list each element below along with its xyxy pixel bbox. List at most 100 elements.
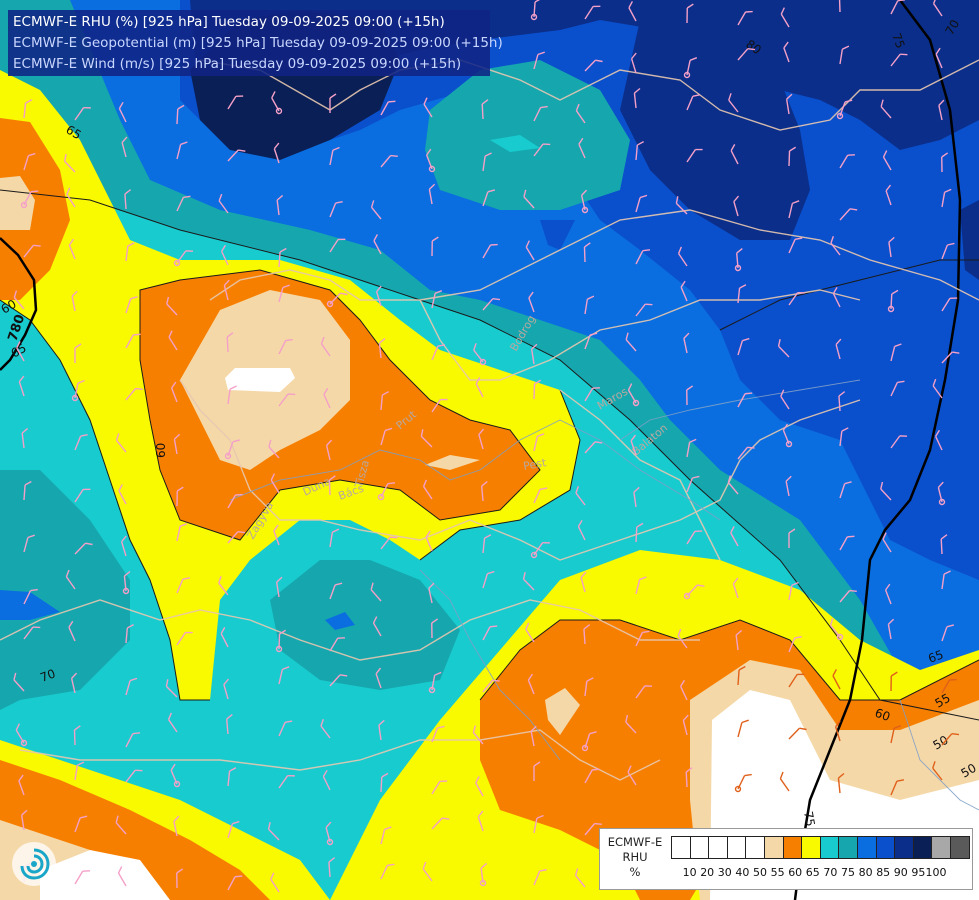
wind-barb (71, 379, 85, 402)
wind-barb (733, 195, 740, 217)
wind-barb (686, 385, 694, 406)
place-label: Pest (522, 456, 548, 473)
wind-barb (533, 868, 547, 886)
wind-barb (890, 725, 902, 744)
wind-barb (320, 718, 331, 739)
wind-barb (583, 624, 591, 645)
wind-barb (273, 142, 280, 164)
wind-barb (533, 814, 544, 834)
wind-barb (880, 99, 892, 119)
wind-barb (431, 780, 448, 795)
wind-barb (584, 822, 602, 836)
wind-barb (227, 767, 237, 787)
wind-barb (173, 815, 180, 837)
wind-barb (380, 390, 389, 411)
wind-barb (890, 53, 908, 67)
wind-barb (625, 332, 637, 352)
wind-barb (533, 761, 541, 781)
wind-barb (482, 534, 492, 554)
wind-barb (125, 677, 138, 696)
wind-barb (23, 480, 32, 501)
country-borders (0, 59, 979, 781)
wind-barb (431, 236, 439, 257)
wind-barb (166, 296, 178, 316)
wind-barb (887, 618, 895, 640)
wind-barb (472, 725, 484, 745)
wind-barb (475, 776, 484, 797)
wind-barb (581, 731, 597, 752)
wind-barb (635, 522, 644, 543)
wind-barb (275, 629, 287, 653)
wind-barb (278, 393, 296, 407)
wind-barb (329, 528, 340, 548)
legend-swatch (912, 836, 933, 859)
wind-barb (890, 380, 905, 397)
wind-barb (835, 338, 842, 360)
wind-barb (788, 292, 805, 306)
wind-barb (633, 87, 641, 109)
geopotential-contour-780 (793, 0, 962, 900)
wind-barb (176, 868, 184, 889)
wind-barb (730, 144, 739, 165)
wind-barb (578, 137, 586, 159)
wind-barb (732, 577, 739, 599)
wind-barb (420, 429, 433, 448)
wind-barb (482, 189, 496, 207)
wind-barb (380, 100, 396, 116)
contour-label: 65 (926, 647, 945, 665)
band-50-central (225, 368, 295, 392)
wind-barb (777, 339, 790, 358)
wind-barb (276, 194, 284, 216)
wind-barb (635, 194, 648, 213)
wind-barb (788, 528, 796, 548)
wind-barb (836, 99, 853, 120)
title-box: ECMWF-E RHU (%) [925 hPa] Tuesday 09-09-… (8, 10, 503, 76)
wind-barb (18, 375, 25, 397)
wind-barb (125, 242, 135, 262)
wind-barb (431, 725, 445, 743)
wind-barb (625, 714, 637, 734)
wind-barb (66, 187, 76, 208)
wind-barb (23, 152, 36, 171)
legend-tick: 80 (858, 866, 873, 879)
wind-barb (885, 184, 892, 206)
wind-barb (522, 572, 535, 591)
wind-barb (633, 486, 640, 508)
wind-barb (530, 0, 542, 21)
wind-barb (121, 136, 128, 158)
wind-barb (890, 779, 905, 796)
contour-label: 70 (942, 17, 962, 37)
wind-barb (783, 41, 790, 63)
wind-barb (583, 242, 591, 263)
wind-barb (227, 493, 243, 509)
contour-label: 50 (959, 761, 979, 781)
legend-unit: % (629, 865, 641, 879)
wind-barb (882, 532, 892, 553)
wind-barb (935, 429, 943, 451)
wind-barb (882, 150, 892, 171)
wind-barb (176, 523, 188, 542)
legend-tick: 75 (841, 866, 855, 879)
wind-barb (120, 535, 127, 557)
wind-barb (890, 671, 898, 692)
wind-barb (737, 337, 750, 356)
wind-barb (734, 248, 743, 272)
title-rhu: ECMWF-E RHU (%) [925 hPa] Tuesday 09-09-… (13, 14, 445, 30)
wind-barb (329, 146, 340, 166)
wind-barb (737, 446, 755, 460)
wind-barb (16, 341, 25, 362)
wind-barb (227, 149, 246, 162)
wind-barb (428, 671, 442, 694)
wind-barb (686, 94, 701, 111)
wind-barb (829, 618, 844, 641)
geopotential-contour-west (0, 237, 38, 371)
wind-barb (830, 235, 841, 256)
wind-barb (273, 524, 280, 546)
wind-barb (937, 481, 946, 506)
wind-barb (940, 534, 948, 555)
wind-barb (839, 208, 858, 221)
legend-tick: 95 (911, 866, 926, 879)
wind-barb (782, 423, 793, 448)
wind-barb (839, 154, 855, 169)
